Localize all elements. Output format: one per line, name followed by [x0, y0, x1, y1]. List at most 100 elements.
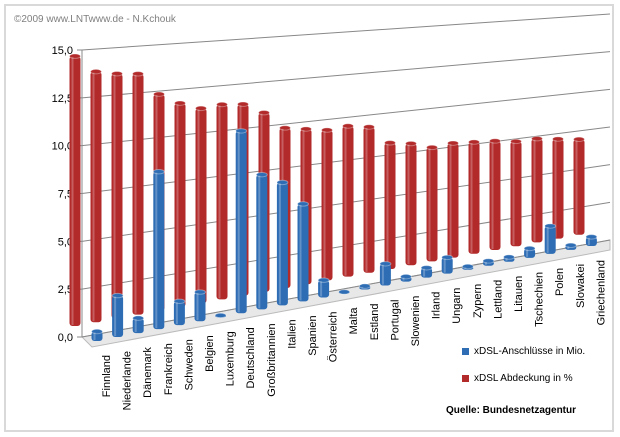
bar-red-highlight: [176, 104, 179, 306]
bar-red-top: [174, 100, 186, 106]
bar-blue-highlight: [587, 237, 590, 245]
bar-red-highlight: [449, 144, 452, 257]
x-category-label: Niederlande: [122, 351, 134, 410]
bar-blue-highlight: [505, 258, 508, 261]
bar-red-top: [447, 140, 459, 146]
bar-blue-top: [420, 265, 433, 271]
bar-red-top: [279, 125, 291, 131]
bar-red-highlight: [218, 105, 221, 299]
bar-red: [90, 71, 102, 323]
bar-red: [174, 103, 186, 307]
bar-blue-top: [255, 171, 268, 178]
bar-blue-top: [564, 242, 577, 249]
bar-blue-highlight: [320, 281, 323, 297]
x-category-label: Spanien: [307, 315, 319, 355]
bar-blue-top: [214, 312, 227, 319]
bar-red: [468, 142, 480, 254]
bar-blue: [235, 130, 247, 314]
gridline: [81, 239, 611, 338]
bar-blue: [276, 182, 288, 306]
source-text: Quelle: Bundesnetzagentur: [446, 405, 577, 416]
bar-red-highlight: [512, 142, 515, 246]
bar-red: [216, 104, 228, 300]
bar-red-highlight: [113, 74, 116, 318]
bar-blue: [524, 248, 536, 258]
bar-blue-highlight: [443, 258, 446, 273]
bar-red: [111, 73, 123, 319]
bar-red-highlight: [428, 148, 431, 261]
x-category-label: Deutschland: [245, 327, 257, 388]
gridline: [81, 13, 611, 51]
bar-red-highlight: [71, 57, 74, 325]
bar-red-highlight: [470, 143, 473, 253]
bar-blue: [132, 318, 144, 334]
bar-blue: [256, 174, 268, 310]
x-category-label: Großbritannien: [266, 323, 278, 396]
bar-blue-highlight: [402, 277, 405, 281]
copyright-text: ©2009 www.LNTwww.de - N.Kchouk: [14, 14, 176, 25]
bar-blue-highlight: [484, 261, 487, 265]
bar-red: [552, 139, 564, 239]
y-tick-label: 2,5: [58, 284, 73, 296]
bar-red-top: [405, 140, 417, 147]
x-category-label: Slowenien: [410, 296, 422, 347]
bar-red: [195, 108, 207, 304]
bar-blue-highlight: [381, 264, 384, 285]
bar-blue: [194, 292, 206, 322]
x-category-label: Dänemark: [142, 347, 154, 398]
bar-blue: [91, 331, 103, 341]
bar-blue: [318, 280, 330, 298]
x-category-label: Slowakei: [575, 264, 587, 308]
bar-red-top: [342, 123, 354, 129]
bar-blue: [297, 203, 309, 302]
bar-red-top: [552, 136, 564, 142]
bar-blue: [544, 226, 556, 254]
bar-blue-highlight: [258, 175, 261, 309]
bar-red: [573, 139, 585, 235]
bar-red-top: [69, 53, 81, 59]
bar-red-highlight: [134, 74, 137, 314]
bar-blue-top: [358, 283, 371, 289]
x-category-label: Griechenland: [595, 260, 607, 325]
bar-red: [426, 147, 438, 262]
x-category-label: Litauen: [513, 276, 525, 312]
bar-red-top: [489, 138, 501, 144]
bar-red-top: [321, 127, 333, 133]
bar-red-top: [468, 139, 480, 145]
legend-label-blue: xDSL-Anschlüsse in Mio.: [474, 346, 586, 357]
y-tick-label: 15,0: [52, 45, 73, 57]
bar-red: [405, 143, 417, 266]
bar-red-top: [363, 124, 375, 130]
x-category-label: Finnland: [101, 355, 113, 397]
x-category-label: Portugal: [389, 300, 401, 341]
bar-red-highlight: [323, 131, 326, 280]
bar-red-top: [300, 126, 312, 132]
x-category-label: Italien: [286, 319, 298, 348]
bar-red-top: [153, 91, 165, 97]
bar-red-highlight: [365, 127, 368, 272]
bar-red: [531, 138, 543, 243]
x-category-label: Luxemburg: [225, 331, 237, 386]
bar-blue-highlight: [93, 332, 96, 340]
x-category-label: Estland: [369, 304, 381, 341]
bar-blue-highlight: [237, 131, 240, 313]
y-tick-label: 10,0: [52, 141, 73, 153]
bar-red-top: [90, 68, 102, 75]
bar-red-top: [384, 140, 396, 146]
bar-blue: [421, 267, 433, 278]
bar-red: [384, 142, 396, 269]
legend-item-blue: xDSL-Anschlüsse in Mio.: [462, 346, 585, 357]
bar-blue-top: [441, 254, 454, 261]
bar-blue-top: [585, 234, 598, 240]
bar-blue-top: [276, 179, 289, 186]
bar-blue-highlight: [278, 183, 281, 305]
legend-label-red: xDSL Abdeckung in %: [474, 373, 573, 384]
bar-blue-highlight: [299, 204, 302, 301]
bar-red-highlight: [197, 109, 200, 303]
bar-blue-highlight: [567, 246, 570, 249]
bar-blue-top: [317, 277, 330, 283]
bar-blue: [441, 257, 453, 274]
bar-blue-top: [461, 263, 474, 270]
